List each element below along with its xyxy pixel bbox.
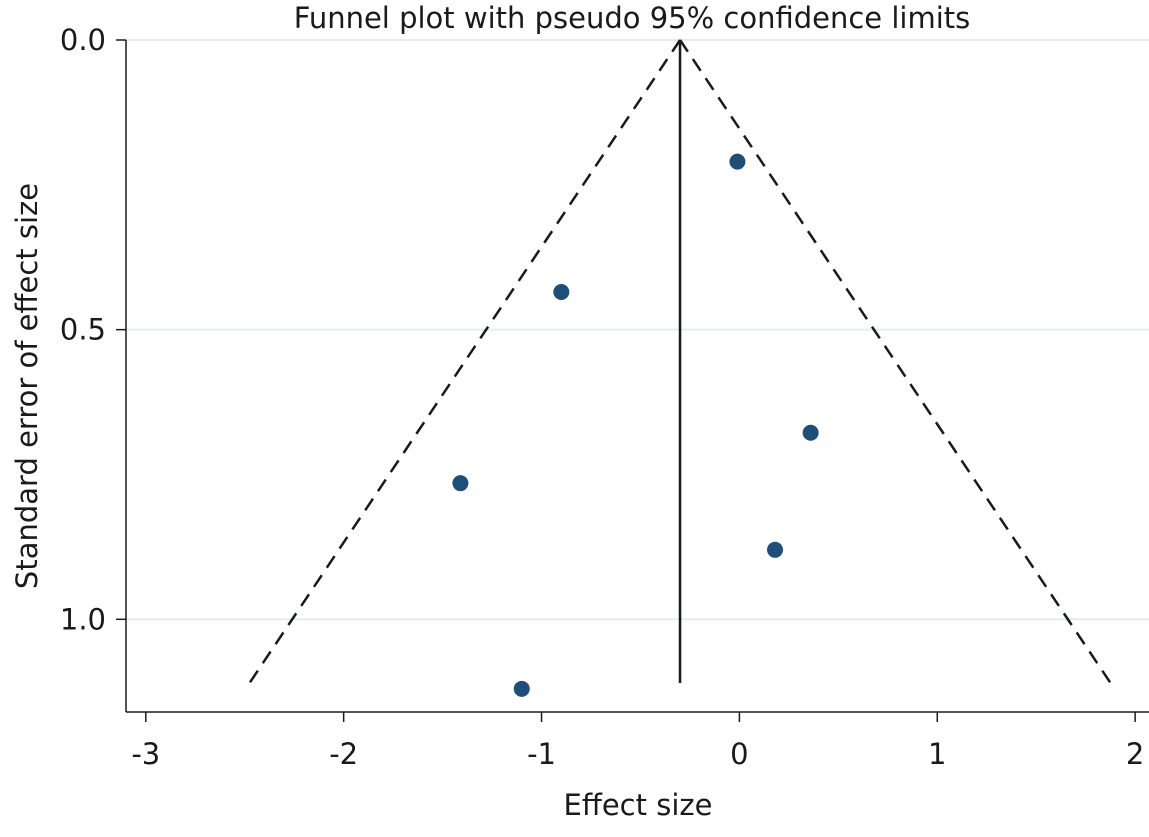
data-point-5	[513, 680, 530, 697]
y-tick-label: 1.0	[60, 602, 106, 636]
x-tick-label: 2	[1126, 737, 1144, 771]
data-point-3	[452, 475, 469, 492]
x-tick-label: 1	[928, 737, 946, 771]
x-axis-title: Effect size	[564, 788, 713, 822]
chart-title: Funnel plot with pseudo 95% confidence l…	[294, 1, 971, 35]
y-axis-title: Standard error of effect size	[10, 183, 44, 589]
x-tick-label: -2	[329, 737, 358, 771]
x-tick-label: 0	[730, 737, 748, 771]
x-tick-label: -3	[131, 737, 160, 771]
data-point-2	[802, 424, 819, 441]
data-point-0	[729, 153, 746, 170]
data-point-1	[553, 284, 570, 300]
y-tick-label: 0.0	[60, 23, 106, 57]
ci-limit-left	[248, 39, 682, 684]
x-tick-label: -1	[527, 737, 556, 771]
ci-limit-right	[679, 39, 1112, 684]
data-point-4	[767, 541, 784, 558]
y-tick-label: 0.5	[60, 313, 106, 347]
